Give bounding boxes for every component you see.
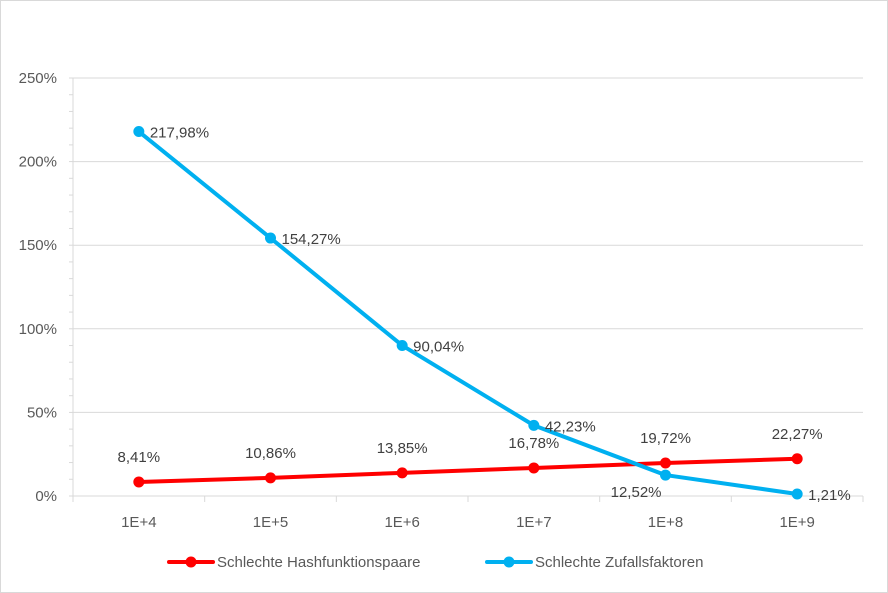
x-tick-label: 1E+7 (516, 514, 551, 531)
data-point (660, 469, 671, 481)
x-tick-label: 1E+9 (779, 514, 814, 531)
x-tick-label: 1E+5 (253, 514, 288, 531)
data-label: 217,98% (150, 125, 209, 142)
legend-label: Schlechte Zufallsfaktoren (535, 554, 703, 571)
data-label: 42,23% (545, 418, 596, 435)
data-label: 10,86% (245, 445, 296, 462)
y-tick-label: 150% (19, 237, 57, 254)
data-point (133, 476, 145, 488)
x-tick-label: 1E+8 (648, 514, 683, 531)
data-label: 12,52% (611, 484, 662, 501)
data-point (265, 232, 276, 244)
data-point (528, 419, 540, 431)
data-point (133, 126, 145, 138)
data-label: 16,78% (508, 435, 559, 452)
data-point (791, 488, 803, 500)
legend-label: Schlechte Hashfunktionspaare (217, 554, 420, 571)
data-point (791, 453, 803, 465)
data-label: 154,27% (282, 231, 341, 248)
y-tick-label: 50% (27, 404, 57, 421)
data-point (396, 467, 408, 479)
data-label: 8,41% (118, 449, 161, 466)
series-line (136, 129, 800, 496)
legend-marker (503, 556, 515, 568)
y-tick-label: 0% (35, 488, 57, 505)
data-label: 90,04% (413, 338, 464, 355)
legend-marker (185, 556, 197, 568)
data-label: 13,85% (377, 440, 428, 457)
data-label: 1,21% (808, 487, 851, 504)
data-point (660, 457, 671, 469)
data-label: 22,27% (772, 426, 823, 443)
data-point (528, 462, 540, 474)
x-tick-label: 1E+4 (121, 514, 156, 531)
y-tick-label: 100% (19, 321, 57, 338)
x-tick-label: 1E+6 (384, 514, 419, 531)
data-point (265, 472, 276, 484)
y-tick-label: 250% (19, 70, 57, 87)
y-tick-label: 200% (19, 154, 57, 171)
series-line (136, 456, 800, 484)
data-point (396, 339, 408, 351)
data-label: 19,72% (640, 430, 691, 447)
